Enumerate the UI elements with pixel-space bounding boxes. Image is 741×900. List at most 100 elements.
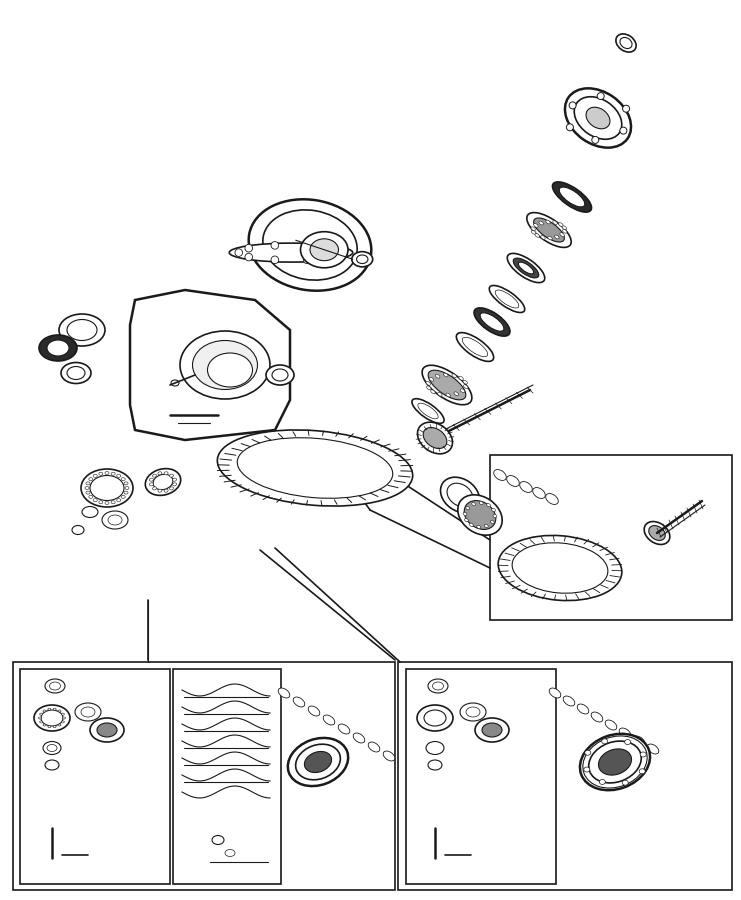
Ellipse shape xyxy=(533,488,545,499)
Ellipse shape xyxy=(424,710,446,726)
Ellipse shape xyxy=(263,210,357,280)
Ellipse shape xyxy=(150,478,153,482)
Ellipse shape xyxy=(47,744,57,752)
Ellipse shape xyxy=(86,482,90,485)
Ellipse shape xyxy=(323,715,335,725)
Ellipse shape xyxy=(212,835,224,844)
Ellipse shape xyxy=(479,501,483,505)
Ellipse shape xyxy=(527,212,571,248)
Ellipse shape xyxy=(97,723,117,737)
Ellipse shape xyxy=(459,376,463,380)
Ellipse shape xyxy=(412,399,444,423)
Ellipse shape xyxy=(427,386,431,390)
Ellipse shape xyxy=(546,220,551,224)
Ellipse shape xyxy=(454,392,459,396)
Circle shape xyxy=(303,241,311,249)
Bar xyxy=(406,669,556,884)
Ellipse shape xyxy=(288,738,348,786)
Ellipse shape xyxy=(545,493,558,505)
Ellipse shape xyxy=(508,254,545,283)
Ellipse shape xyxy=(599,779,605,785)
Ellipse shape xyxy=(549,688,561,698)
Ellipse shape xyxy=(507,475,519,487)
Ellipse shape xyxy=(463,512,467,516)
Ellipse shape xyxy=(75,703,101,721)
Ellipse shape xyxy=(62,713,64,716)
Ellipse shape xyxy=(124,491,128,494)
Ellipse shape xyxy=(93,474,97,477)
Ellipse shape xyxy=(34,705,70,731)
Ellipse shape xyxy=(417,705,453,731)
Ellipse shape xyxy=(562,226,567,230)
Ellipse shape xyxy=(605,720,617,730)
Circle shape xyxy=(622,105,630,112)
Ellipse shape xyxy=(67,366,85,380)
Ellipse shape xyxy=(249,199,371,291)
Circle shape xyxy=(330,253,337,261)
Ellipse shape xyxy=(193,340,258,390)
Ellipse shape xyxy=(47,340,69,356)
Ellipse shape xyxy=(117,474,121,477)
Ellipse shape xyxy=(58,724,61,726)
Ellipse shape xyxy=(45,679,65,693)
Bar xyxy=(398,662,732,890)
Ellipse shape xyxy=(45,760,59,770)
Ellipse shape xyxy=(489,285,525,312)
Ellipse shape xyxy=(237,437,393,499)
Ellipse shape xyxy=(531,227,536,230)
Ellipse shape xyxy=(53,725,56,728)
Ellipse shape xyxy=(464,384,468,389)
Ellipse shape xyxy=(586,107,610,129)
Ellipse shape xyxy=(225,850,235,857)
Ellipse shape xyxy=(153,474,173,490)
Ellipse shape xyxy=(554,235,559,238)
Ellipse shape xyxy=(584,767,590,772)
Ellipse shape xyxy=(622,780,628,785)
Ellipse shape xyxy=(293,697,305,707)
Ellipse shape xyxy=(559,187,585,207)
Ellipse shape xyxy=(472,502,476,506)
Ellipse shape xyxy=(171,380,179,386)
Ellipse shape xyxy=(431,390,435,393)
Ellipse shape xyxy=(577,704,589,714)
Ellipse shape xyxy=(466,507,470,509)
Ellipse shape xyxy=(444,374,448,377)
Ellipse shape xyxy=(158,490,162,492)
Polygon shape xyxy=(130,290,290,440)
Ellipse shape xyxy=(634,736,645,746)
Ellipse shape xyxy=(458,495,502,536)
Ellipse shape xyxy=(165,490,168,492)
Ellipse shape xyxy=(272,369,288,381)
Ellipse shape xyxy=(541,236,545,239)
Ellipse shape xyxy=(61,363,91,383)
Ellipse shape xyxy=(429,377,433,382)
Ellipse shape xyxy=(480,313,504,331)
Ellipse shape xyxy=(338,724,350,734)
Ellipse shape xyxy=(625,740,631,744)
Ellipse shape xyxy=(58,710,61,712)
Ellipse shape xyxy=(426,742,444,754)
Ellipse shape xyxy=(465,518,468,522)
Ellipse shape xyxy=(640,752,646,757)
Ellipse shape xyxy=(383,751,395,761)
Ellipse shape xyxy=(534,218,565,242)
Ellipse shape xyxy=(117,499,121,501)
Ellipse shape xyxy=(563,696,575,706)
Ellipse shape xyxy=(40,713,43,716)
Ellipse shape xyxy=(180,331,270,399)
Ellipse shape xyxy=(574,96,622,140)
Ellipse shape xyxy=(539,221,543,225)
Ellipse shape xyxy=(460,703,486,721)
Ellipse shape xyxy=(531,230,536,234)
Circle shape xyxy=(330,244,337,252)
Ellipse shape xyxy=(125,487,129,490)
Ellipse shape xyxy=(639,769,645,774)
Ellipse shape xyxy=(591,712,602,722)
Ellipse shape xyxy=(482,723,502,737)
Ellipse shape xyxy=(352,252,373,266)
Ellipse shape xyxy=(81,469,133,507)
Ellipse shape xyxy=(301,231,348,268)
Ellipse shape xyxy=(43,710,46,712)
Ellipse shape xyxy=(422,365,472,405)
Ellipse shape xyxy=(296,744,340,779)
